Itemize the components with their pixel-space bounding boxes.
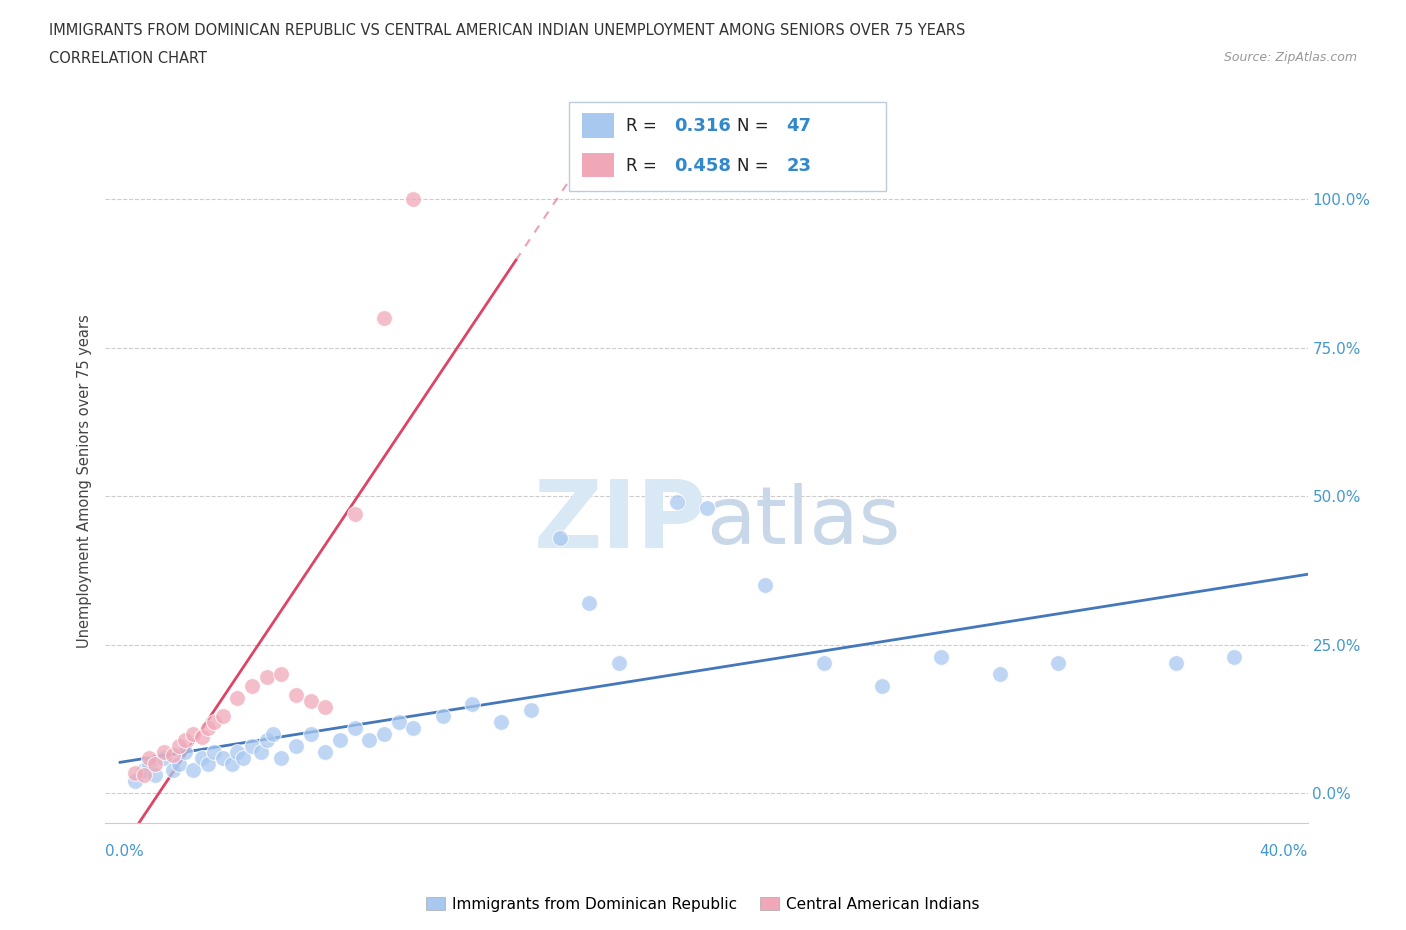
Text: atlas: atlas xyxy=(707,484,901,562)
Point xyxy=(197,756,219,771)
Point xyxy=(226,744,249,759)
Point xyxy=(373,311,395,325)
Point xyxy=(256,670,278,684)
Legend: Immigrants from Dominican Republic, Central American Indians: Immigrants from Dominican Republic, Cent… xyxy=(420,891,986,918)
Point xyxy=(124,765,146,780)
Text: IMMIGRANTS FROM DOMINICAN REPUBLIC VS CENTRAL AMERICAN INDIAN UNEMPLOYMENT AMONG: IMMIGRANTS FROM DOMINICAN REPUBLIC VS CE… xyxy=(49,23,966,38)
Point xyxy=(138,751,160,765)
Point xyxy=(191,751,214,765)
Point xyxy=(226,691,249,706)
Text: CORRELATION CHART: CORRELATION CHART xyxy=(49,51,207,66)
Point xyxy=(314,699,336,714)
Point xyxy=(167,738,190,753)
Point xyxy=(153,744,176,759)
Point xyxy=(1164,655,1187,670)
Point xyxy=(153,751,176,765)
Point xyxy=(167,756,190,771)
Point xyxy=(270,667,292,682)
Point xyxy=(461,697,484,711)
Bar xyxy=(582,113,614,138)
Point xyxy=(548,530,571,545)
Point xyxy=(143,756,166,771)
Point xyxy=(240,738,263,753)
Point xyxy=(256,733,278,748)
Point xyxy=(162,762,184,777)
Point xyxy=(221,756,243,771)
Text: 23: 23 xyxy=(786,157,811,176)
Point xyxy=(143,768,166,783)
Point xyxy=(666,495,689,510)
Point xyxy=(173,733,195,748)
Point xyxy=(270,751,292,765)
Point xyxy=(299,726,322,741)
Point xyxy=(578,596,600,611)
Point xyxy=(202,744,225,759)
Point xyxy=(607,655,630,670)
Point xyxy=(173,744,195,759)
Point xyxy=(388,714,411,729)
Text: N =: N = xyxy=(737,116,773,135)
Point xyxy=(211,709,233,724)
Point xyxy=(285,738,308,753)
Text: N =: N = xyxy=(737,157,773,176)
Point xyxy=(696,500,718,515)
Text: 40.0%: 40.0% xyxy=(1260,844,1308,859)
Point xyxy=(754,578,776,592)
Point xyxy=(211,751,233,765)
Point xyxy=(250,744,273,759)
Point xyxy=(299,694,322,709)
Text: 47: 47 xyxy=(786,116,811,135)
Text: R =: R = xyxy=(627,157,662,176)
Point xyxy=(373,726,395,741)
Point xyxy=(183,762,205,777)
Point xyxy=(402,721,425,736)
Point xyxy=(132,768,155,783)
Text: R =: R = xyxy=(627,116,662,135)
Point xyxy=(343,721,366,736)
Point xyxy=(183,726,205,741)
Point xyxy=(232,751,254,765)
Point xyxy=(929,649,952,664)
Point xyxy=(262,726,284,741)
Point xyxy=(191,729,214,744)
Point xyxy=(240,679,263,694)
Y-axis label: Unemployment Among Seniors over 75 years: Unemployment Among Seniors over 75 years xyxy=(77,314,93,648)
Text: 0.0%: 0.0% xyxy=(105,844,145,859)
Text: ZIP: ZIP xyxy=(534,476,707,568)
Point xyxy=(162,748,184,763)
Point xyxy=(285,688,308,703)
Point xyxy=(491,714,513,729)
Text: 0.458: 0.458 xyxy=(673,157,731,176)
Point xyxy=(202,714,225,729)
Point xyxy=(988,667,1011,682)
FancyBboxPatch shape xyxy=(569,102,886,191)
Point xyxy=(329,733,352,748)
Point xyxy=(197,721,219,736)
Text: Source: ZipAtlas.com: Source: ZipAtlas.com xyxy=(1223,51,1357,64)
Point xyxy=(872,679,894,694)
Point xyxy=(359,733,381,748)
Point xyxy=(132,762,155,777)
Point xyxy=(314,744,336,759)
Point xyxy=(432,709,454,724)
Point xyxy=(343,507,366,522)
Text: 0.316: 0.316 xyxy=(673,116,731,135)
Point xyxy=(1223,649,1246,664)
Point xyxy=(138,756,160,771)
Point xyxy=(813,655,835,670)
Point xyxy=(519,703,541,718)
Bar xyxy=(582,153,614,178)
Point xyxy=(402,192,425,206)
Point xyxy=(124,774,146,789)
Point xyxy=(1047,655,1070,670)
